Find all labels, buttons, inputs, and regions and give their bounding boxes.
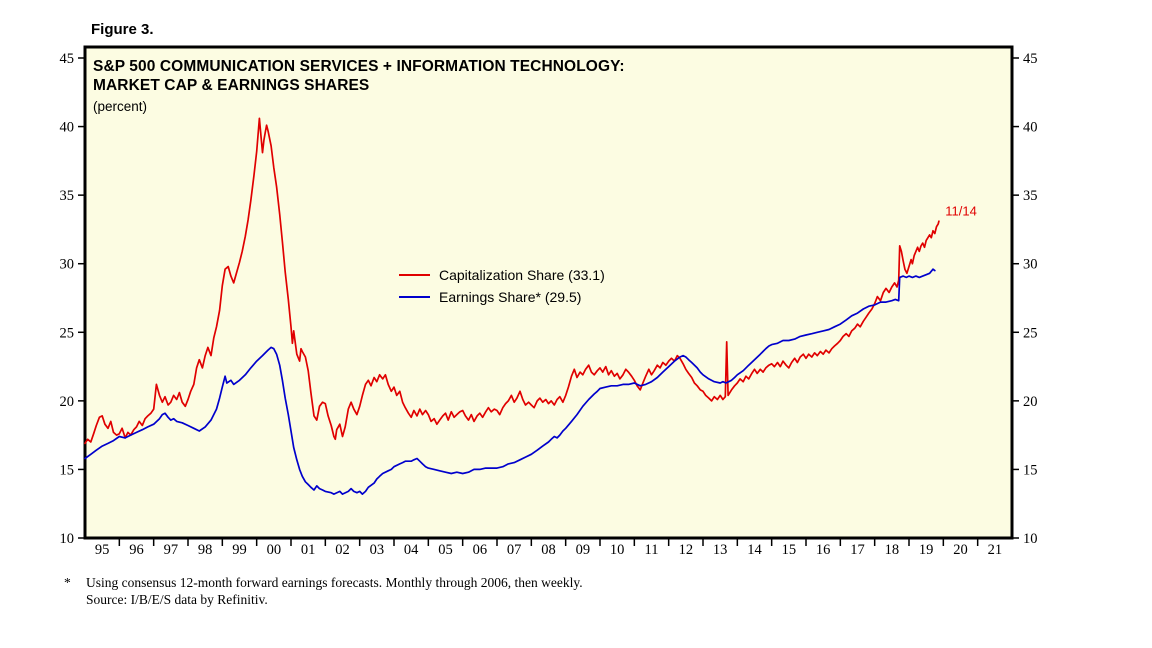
y-axis-label-left: 40 xyxy=(60,120,75,136)
x-axis-label: 97 xyxy=(164,542,179,558)
x-axis-label: 95 xyxy=(95,542,110,558)
y-axis-label-right: 30 xyxy=(1023,257,1038,273)
legend-label: Capitalization Share (33.1) xyxy=(439,267,605,283)
legend-item-earnings-share: Earnings Share* (29.5) xyxy=(399,286,605,308)
x-axis-label: 21 xyxy=(988,542,1003,558)
chart-title-line1: S&P 500 COMMUNICATION SERVICES + INFORMA… xyxy=(93,58,625,75)
chart-legend: Capitalization Share (33.1) Earnings Sha… xyxy=(399,264,605,308)
chart-units-label: (percent) xyxy=(93,99,148,114)
x-axis-label: 11 xyxy=(645,542,659,558)
x-axis-label: 10 xyxy=(610,542,625,558)
y-axis-label-right: 45 xyxy=(1023,51,1038,67)
x-axis-label: 12 xyxy=(679,542,694,558)
footnote-asterisk: * xyxy=(64,575,71,590)
y-axis-label-left: 45 xyxy=(60,51,75,67)
red-line-swatch-icon xyxy=(399,274,430,276)
y-axis-label-right: 25 xyxy=(1023,325,1038,341)
y-axis-label-right: 20 xyxy=(1023,394,1038,410)
x-axis-label: 20 xyxy=(953,542,968,558)
footnote-line1: Using consensus 12-month forward earning… xyxy=(86,575,583,590)
capitalization-share-line xyxy=(84,117,940,445)
y-axis-label-left: 25 xyxy=(60,325,75,341)
blue-line-swatch-icon xyxy=(399,296,430,298)
latest-date-annotation: 11/14 xyxy=(945,204,977,219)
y-axis-label-left: 30 xyxy=(60,257,75,273)
x-axis-label: 16 xyxy=(816,542,831,558)
x-axis-label: 18 xyxy=(885,542,900,558)
y-axis-label-right: 40 xyxy=(1023,120,1038,136)
x-axis-label: 05 xyxy=(438,542,453,558)
chart-title: S&P 500 COMMUNICATION SERVICES + INFORMA… xyxy=(93,57,625,114)
x-axis-label: 07 xyxy=(507,542,522,558)
x-axis-label: 01 xyxy=(301,542,316,558)
x-axis-label: 06 xyxy=(473,542,488,558)
x-axis-label: 08 xyxy=(541,542,556,558)
x-axis-label: 19 xyxy=(919,542,934,558)
x-axis-label: 04 xyxy=(404,542,419,558)
y-axis-label-left: 10 xyxy=(60,531,75,547)
x-axis-label: 00 xyxy=(267,542,282,558)
y-axis-label-left: 20 xyxy=(60,394,75,410)
y-axis-label-right: 35 xyxy=(1023,188,1038,204)
x-axis-label: 13 xyxy=(713,542,728,558)
x-axis-label: 99 xyxy=(232,542,247,558)
x-axis-label: 98 xyxy=(198,542,213,558)
y-axis-label-right: 10 xyxy=(1023,531,1038,547)
earnings-share-line xyxy=(84,268,936,495)
x-axis-label: 17 xyxy=(850,542,865,558)
x-axis-label: 02 xyxy=(335,542,350,558)
y-axis-label-right: 15 xyxy=(1023,462,1038,478)
plot-frame xyxy=(83,45,1014,540)
x-axis-label: 09 xyxy=(576,542,591,558)
footnote-source: Source: I/B/E/S data by Refinitiv. xyxy=(86,592,268,607)
legend-item-capitalization-share: Capitalization Share (33.1) xyxy=(399,264,605,286)
figure-label: Figure 3. xyxy=(91,21,154,38)
x-axis-label: 15 xyxy=(782,542,797,558)
x-axis-label: 14 xyxy=(747,542,762,558)
x-axis-label: 03 xyxy=(370,542,385,558)
chart-footnote: * Using consensus 12-month forward earni… xyxy=(64,574,583,608)
chart-title-line2: MARKET CAP & EARNINGS SHARES xyxy=(93,77,370,94)
legend-label: Earnings Share* (29.5) xyxy=(439,289,582,305)
x-axis-label: 96 xyxy=(129,542,144,558)
y-axis-label-left: 15 xyxy=(60,462,75,478)
y-axis-label-left: 35 xyxy=(60,188,75,204)
